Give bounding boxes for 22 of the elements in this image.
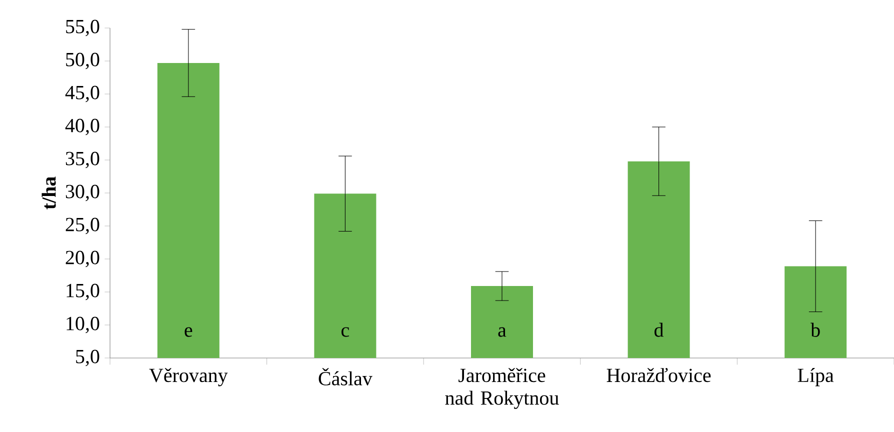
y-axis-title: t/ha bbox=[42, 176, 56, 210]
annotation: a bbox=[498, 327, 506, 337]
y-tick-label: 35,0 bbox=[66, 152, 100, 168]
y-tick-label: 15,0 bbox=[66, 284, 100, 300]
x-tick-label: Lípa bbox=[798, 368, 834, 386]
y-tick-label: 55,0 bbox=[66, 20, 100, 36]
annotation: d bbox=[654, 322, 664, 337]
y-tick-label: 10,0 bbox=[66, 316, 100, 334]
x-tick-label: Věrovany bbox=[149, 368, 228, 386]
annotation: c bbox=[342, 327, 350, 337]
y-tick-label: 40,0 bbox=[65, 118, 100, 136]
y-tick-label: 20,0 bbox=[66, 250, 100, 268]
x-tick-label: Čáslav bbox=[318, 368, 372, 386]
x-tick-label: Horažďovice bbox=[606, 368, 711, 382]
y-tick-label: 45,0 bbox=[65, 86, 100, 102]
annotation: b bbox=[810, 322, 820, 337]
annotation: e bbox=[184, 327, 192, 337]
x-tick-label: Jaroměřice nad Rokytnou bbox=[445, 368, 559, 409]
y-tick-label: 50,0 bbox=[66, 52, 100, 70]
y-tick-label: 25,0 bbox=[66, 218, 100, 234]
y-tick-label: 30,0 bbox=[66, 184, 100, 202]
y-tick-label: 5,0 bbox=[76, 350, 100, 366]
